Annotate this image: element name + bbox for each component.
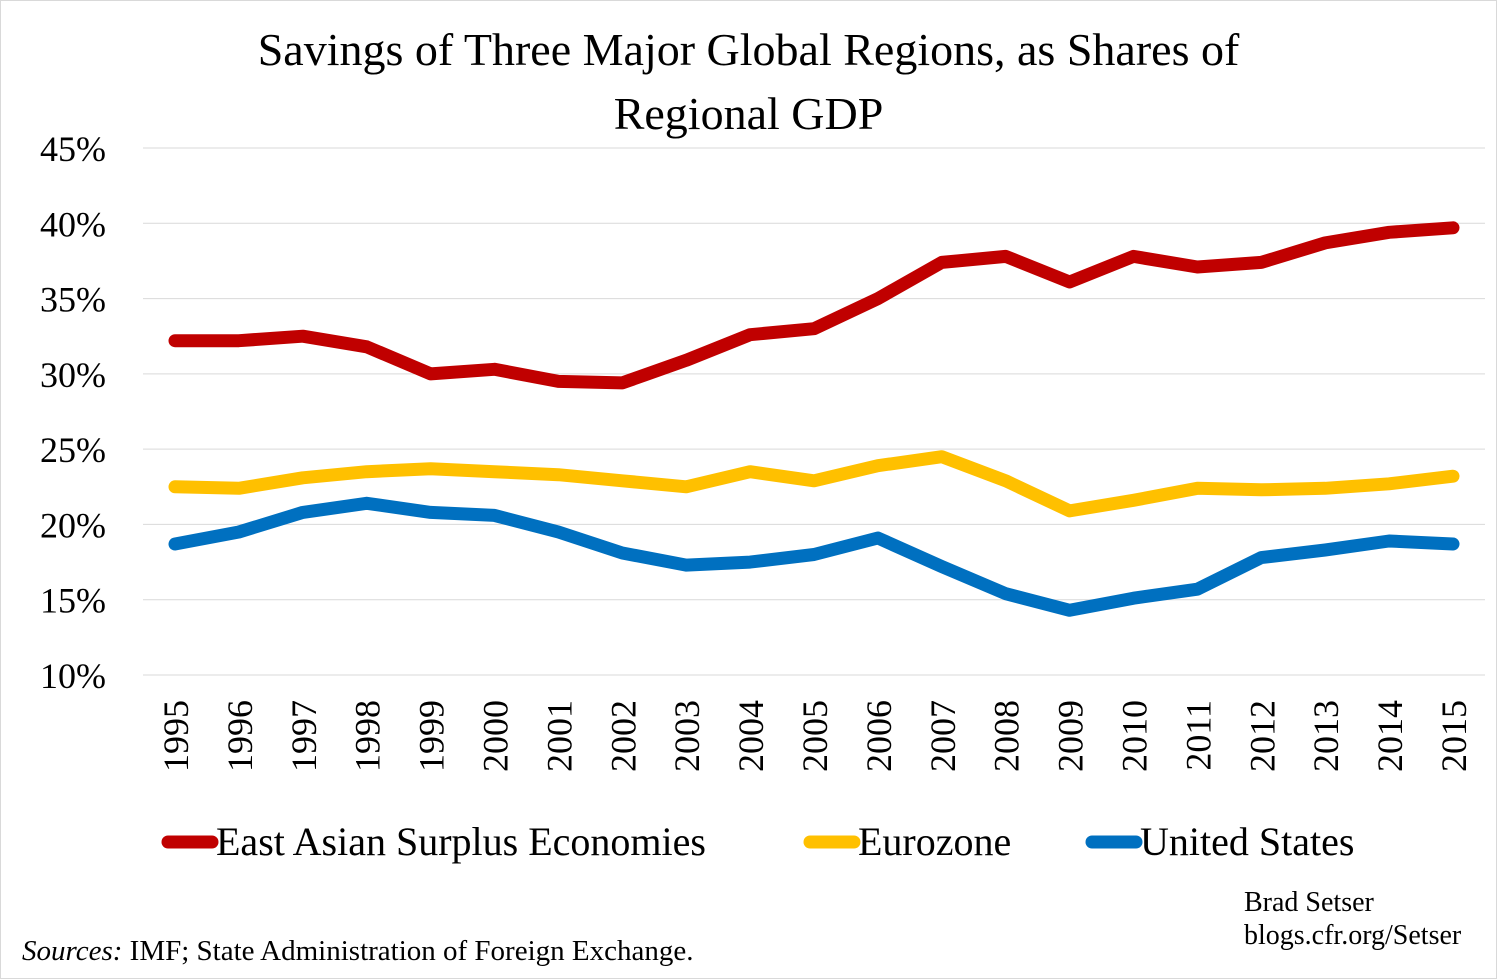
- x-tick-label: 1996: [220, 700, 260, 772]
- y-tick-label: 20%: [40, 505, 106, 545]
- sources-text: IMF; State Administration of Foreign Exc…: [122, 935, 694, 967]
- x-tick-label: 2013: [1306, 700, 1346, 772]
- series-line-1: [168, 450, 1460, 518]
- sources-note: Sources: IMF; State Administration of Fo…: [22, 935, 693, 968]
- credit-url: blogs.cfr.org/Setser: [1244, 920, 1462, 951]
- x-tick-label: 1997: [284, 700, 324, 772]
- x-tick-label: 2015: [1434, 700, 1474, 772]
- x-tick-label: 2009: [1051, 700, 1091, 772]
- x-tick-label: 1995: [156, 700, 196, 772]
- x-tick-label: 2014: [1370, 700, 1410, 772]
- y-tick-label: 45%: [40, 129, 106, 169]
- y-tick-label: 10%: [40, 656, 106, 696]
- title-line-1: Savings of Three Major Global Regions, a…: [257, 24, 1240, 75]
- x-tick-label: 2002: [603, 700, 643, 772]
- sources-label: Sources:: [22, 935, 123, 967]
- y-tick-label: 30%: [40, 355, 106, 395]
- x-tick-label: 1998: [348, 700, 388, 772]
- x-tick-label: 2010: [1115, 700, 1155, 772]
- y-tick-label: 40%: [40, 204, 106, 244]
- x-tick-label: 2005: [795, 700, 835, 772]
- chart-title: Savings of Three Major Global Regions, a…: [0, 18, 1497, 146]
- x-tick-label: 2003: [667, 700, 707, 772]
- y-tick-label: 25%: [40, 430, 106, 470]
- x-tick-label: 2008: [987, 700, 1027, 772]
- x-tick-label: 1999: [412, 700, 452, 772]
- y-tick-label: 35%: [40, 280, 106, 320]
- x-tick-label: 2000: [475, 700, 515, 772]
- x-tick-label: 2007: [923, 700, 963, 772]
- y-tick-label: 15%: [40, 581, 106, 621]
- legend-label: East Asian Surplus Economies: [216, 819, 706, 864]
- credit-author: Brad Setser: [1244, 887, 1374, 918]
- legend-label: United States: [1140, 819, 1354, 864]
- x-tick-label: 2004: [731, 700, 771, 772]
- x-tick-label: 2001: [539, 700, 579, 772]
- credit: Brad Setser blogs.cfr.org/Setser: [1244, 886, 1461, 952]
- series-line-0: [168, 221, 1460, 390]
- title-line-2: Regional GDP: [613, 88, 884, 139]
- series-line-2: [168, 496, 1460, 617]
- x-tick-label: 2011: [1178, 700, 1218, 771]
- x-tick-label: 2012: [1242, 700, 1282, 772]
- x-tick-label: 2006: [859, 700, 899, 772]
- legend-label: Eurozone: [858, 819, 1011, 864]
